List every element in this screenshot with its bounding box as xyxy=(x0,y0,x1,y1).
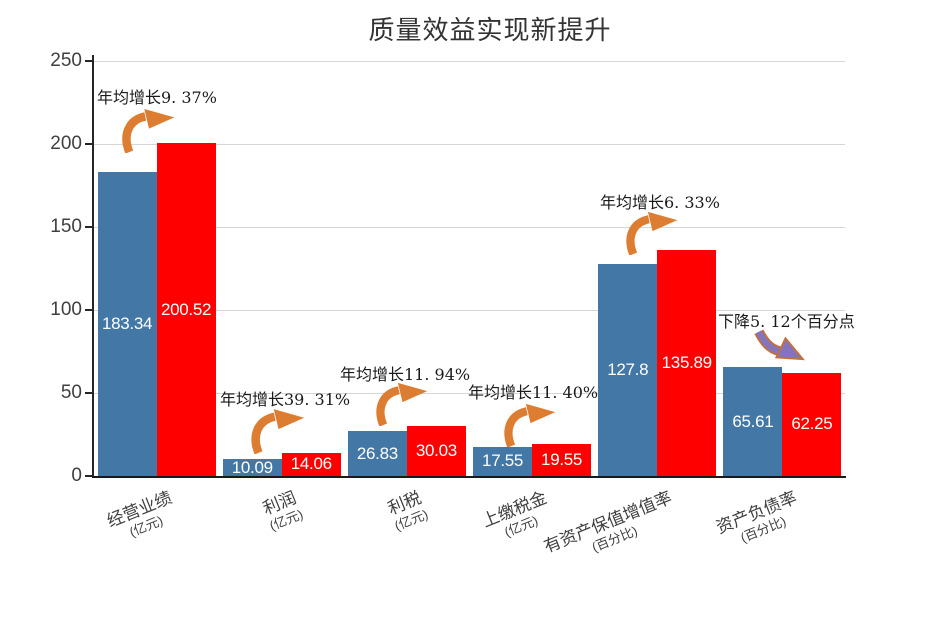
y-axis-tick xyxy=(85,475,92,477)
bar-value-label: 62.25 xyxy=(791,414,833,434)
bar-value-label: 10.09 xyxy=(231,457,273,477)
bar-current-period: 19.55 xyxy=(532,443,592,476)
y-axis-tick-label: 250 xyxy=(50,50,82,71)
gridline xyxy=(94,393,845,394)
growth-annotation: 年均增长11. 40% xyxy=(468,383,599,402)
growth-annotation: 年均增长6. 33% xyxy=(600,193,720,212)
bar-value-label: 200.52 xyxy=(160,299,212,319)
y-axis-tick xyxy=(85,392,92,394)
y-axis-tick-label: 200 xyxy=(50,133,82,154)
bar-value-label: 14.06 xyxy=(290,454,332,474)
y-axis-tick-label: 100 xyxy=(50,299,82,320)
x-axis-label: 利税 (亿元) xyxy=(385,487,431,535)
bar-value-label: 127.8 xyxy=(607,359,649,379)
bar-current-period: 30.03 xyxy=(406,426,466,476)
bar-value-label: 183.34 xyxy=(101,313,153,333)
growth-annotation: 年均增长39. 31% xyxy=(220,390,351,409)
bar-base-period: 17.55 xyxy=(473,446,533,476)
y-axis-tick xyxy=(85,226,92,228)
x-axis-label: 经营业绩 (亿元) xyxy=(104,487,181,547)
growth-annotation: 年均增长9. 37% xyxy=(97,88,217,107)
y-axis-tick-label: 0 xyxy=(71,465,82,486)
y-axis-tick xyxy=(85,143,92,145)
bar-current-period: 200.52 xyxy=(156,143,216,476)
bar-current-period: 135.89 xyxy=(657,250,717,476)
bar-base-period: 10.09 xyxy=(222,457,282,477)
y-axis-tick xyxy=(85,60,92,62)
y-axis-tick-label: 150 xyxy=(50,216,82,237)
bar-base-period: 183.34 xyxy=(97,171,157,476)
chart-title: 质量效益实现新提升 xyxy=(368,15,612,45)
decrease-arrow-icon xyxy=(754,329,806,362)
bar-value-label: 65.61 xyxy=(732,411,774,431)
bar-current-period: 62.25 xyxy=(782,372,842,476)
bar-value-label: 30.03 xyxy=(415,441,457,461)
bar-base-period: 127.8 xyxy=(598,263,658,476)
bar-value-label: 135.89 xyxy=(661,353,713,373)
bar-base-period: 65.61 xyxy=(723,367,783,476)
bar-value-label: 19.55 xyxy=(541,449,583,469)
bar-current-period: 14.06 xyxy=(281,452,341,476)
increase-arrow-icon xyxy=(250,408,307,454)
x-axis-label: 资产负债率 (百分比) xyxy=(714,487,807,554)
y-axis-line xyxy=(92,55,94,477)
increase-arrow-icon xyxy=(625,211,680,255)
bar-value-label: 26.83 xyxy=(356,443,398,463)
growth-annotation: 下降5. 12个百分点 xyxy=(718,312,855,331)
gridline xyxy=(94,227,845,228)
y-axis-tick-label: 50 xyxy=(60,382,82,403)
gridline xyxy=(94,144,845,145)
bar-value-label: 17.55 xyxy=(482,451,524,471)
y-axis-tick xyxy=(85,309,92,311)
increase-arrow-icon xyxy=(120,108,178,153)
bar-base-period: 26.83 xyxy=(347,431,407,476)
x-axis-label: 有资产保值增值率 (百分比) xyxy=(541,487,681,573)
x-axis-line xyxy=(92,476,846,478)
increase-arrow-icon xyxy=(375,382,430,426)
increase-arrow-icon xyxy=(503,403,558,447)
growth-annotation: 年均增长11. 94% xyxy=(340,365,471,384)
x-axis-label: 利润 (亿元) xyxy=(260,487,306,535)
gridline xyxy=(94,310,845,311)
gridline xyxy=(94,61,845,62)
